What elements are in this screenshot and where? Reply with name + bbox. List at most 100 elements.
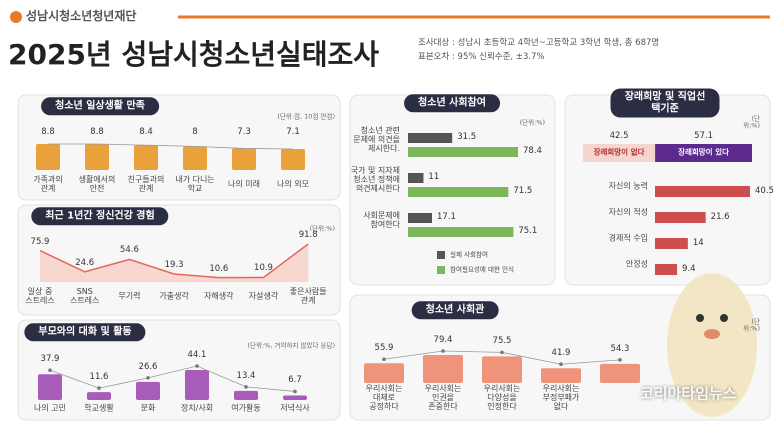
unit-label: (단위:%) xyxy=(519,118,545,127)
y-category-label: 안정성 xyxy=(625,259,648,269)
bar xyxy=(232,148,256,170)
bar xyxy=(87,392,111,400)
segment-label: 장래희망이 없다 xyxy=(593,147,645,157)
bar xyxy=(234,390,258,400)
y-category-label: 경제적 수입 xyxy=(608,233,648,243)
x-category-label: 학교생활 xyxy=(84,403,114,413)
bar xyxy=(655,238,688,249)
bar xyxy=(408,213,432,223)
value-label: 14 xyxy=(692,237,704,248)
watermark: 코리아타임뉴스 xyxy=(640,384,737,403)
value-label: 10.9 xyxy=(254,263,273,274)
value-label: 7.1 xyxy=(286,127,300,138)
x-category-label: 자해생각 xyxy=(204,291,234,301)
x-category-label: 무기력 xyxy=(118,291,141,301)
chart-title: 청소년 일상생활 만족 xyxy=(41,97,159,115)
value-label: 31.5 xyxy=(457,132,477,143)
x-category-label: SNS 스트레스 xyxy=(69,286,100,305)
value-label: 54.6 xyxy=(119,245,139,256)
x-category-label: 문화 xyxy=(140,403,156,413)
x-category-label: 일상 중 스트레스 xyxy=(25,286,55,305)
value-dot xyxy=(500,350,504,355)
legend-swatch xyxy=(437,251,445,259)
x-category-label: 친구들과의 관계 xyxy=(127,174,165,193)
value-label: 8.8 xyxy=(41,127,55,138)
bar xyxy=(655,212,706,223)
value-dot xyxy=(293,389,297,394)
area xyxy=(40,244,309,282)
value-label: 42.5 xyxy=(609,131,629,142)
value-label: 75.9 xyxy=(30,236,50,247)
value-dot xyxy=(146,376,150,380)
value-label: 8 xyxy=(192,127,198,138)
y-category-label: 사회문제에 참여한다 xyxy=(363,210,400,229)
value-label: 11 xyxy=(428,172,440,183)
bar xyxy=(408,227,514,237)
x-category-label: 나의 미래 xyxy=(228,179,260,189)
logo: 성남시청소년청년재단 xyxy=(26,9,137,24)
value-label: 26.6 xyxy=(138,362,158,373)
bar xyxy=(408,173,424,183)
value-label: 57.1 xyxy=(694,131,714,142)
y-category-label: 국가 및 지자체 청소년 정책에 의견제시한다 xyxy=(350,166,400,194)
bar xyxy=(38,374,62,400)
value-label: 17.1 xyxy=(436,212,456,223)
unit-label: (단위:%, 거의하지 않았다 응답) xyxy=(247,341,335,350)
y-category-label: 자신의 적성 xyxy=(608,207,648,217)
y-category-label: 자신의 능력 xyxy=(608,181,648,191)
x-category-label: 여가활동 xyxy=(231,403,261,413)
x-category-label: 생활에서의 안전 xyxy=(78,174,116,193)
value-dot xyxy=(382,357,386,362)
value-label: 21.6 xyxy=(710,211,730,222)
y-category-label: 청소년 관련 문제에 의견을 제시한다. xyxy=(353,126,400,154)
value-dot xyxy=(48,368,52,373)
value-label: 11.6 xyxy=(89,372,109,383)
value-label: 79.4 xyxy=(433,335,453,346)
value-label: 75.1 xyxy=(518,226,538,237)
logo-mark xyxy=(10,11,22,23)
x-category-label: 우리사회는 다양성을 인정한다 xyxy=(483,384,521,412)
value-label: 78.4 xyxy=(523,146,542,157)
x-category-label: 나의 외모 xyxy=(277,179,309,189)
chart-title: 부모와의 대화 및 활동 xyxy=(24,323,146,341)
value-label: 24.6 xyxy=(75,257,95,268)
value-label: 8.4 xyxy=(139,127,153,138)
value-label: 10.6 xyxy=(209,263,229,274)
x-category-label: 저녁식사 xyxy=(280,403,310,413)
value-dot xyxy=(97,386,101,390)
x-category-label: 가출생각 xyxy=(159,291,189,301)
unit-label: (단위:%) xyxy=(309,224,335,233)
value-label: 19.3 xyxy=(164,260,184,271)
bar xyxy=(482,356,522,383)
panel xyxy=(17,204,341,316)
value-label: 9.4 xyxy=(682,263,696,274)
x-category-label: 좋은사람들 관계 xyxy=(289,286,327,305)
bar xyxy=(134,145,158,170)
value-line xyxy=(48,143,294,150)
value-dot xyxy=(195,364,199,368)
x-category-label: 내가 다니는 학교 xyxy=(175,174,215,193)
x-category-label: 우리사회는 대체로 공정하다 xyxy=(365,384,403,412)
value-dot xyxy=(244,385,248,389)
unit-label: (단위:점, 10점 만점) xyxy=(277,112,335,121)
x-category-label: 가족과의 관계 xyxy=(33,174,63,193)
value-label: 13.4 xyxy=(236,370,256,381)
value-label: 37.9 xyxy=(40,354,60,365)
bar xyxy=(408,187,509,197)
value-label: 54.3 xyxy=(610,343,630,354)
x-category-label: 우리사회는 부정부패가 없다 xyxy=(542,384,580,412)
value-line xyxy=(49,365,296,392)
value-label: 55.9 xyxy=(374,343,394,354)
panel xyxy=(349,294,771,421)
bar xyxy=(600,363,640,383)
page-title: 2025년 성남시청소년실태조사 xyxy=(8,37,380,71)
mascot xyxy=(667,273,757,417)
value-label: 75.5 xyxy=(492,336,512,347)
bar xyxy=(136,381,160,400)
value-label: 71.5 xyxy=(513,186,533,197)
bar-segment xyxy=(655,144,752,162)
x-category-label: 정치/사회 xyxy=(180,403,214,413)
x-category-label: 우리사회는 인권을 존중한다 xyxy=(424,384,462,412)
